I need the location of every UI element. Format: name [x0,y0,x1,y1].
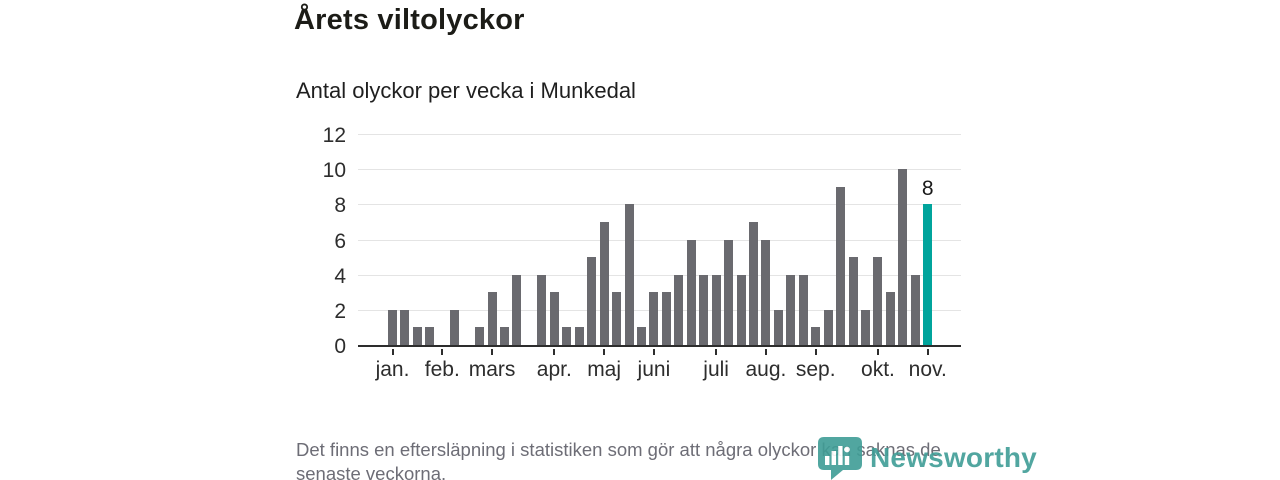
x-axis-label: aug. [745,358,787,381]
bar [823,309,833,345]
gridline-y-6 [358,239,961,241]
bar [873,257,883,345]
x-axis-label: jan. [375,358,410,381]
y-axis-label: 12 [322,124,346,147]
x-axis-tick [391,349,394,355]
bar [773,309,783,345]
x-axis-label: nov. [908,358,947,381]
plot-area [358,134,961,347]
bar [587,257,597,345]
footnote-text: Det finns en eftersläpning i statistiken… [296,439,941,480]
y-axis-label: 8 [334,194,346,218]
bar [636,327,646,345]
chart-subtitle: Antal olyckor per vecka i Munkedal [296,78,636,103]
x-axis-tick [441,349,444,355]
bar [861,309,871,345]
x-axis-label: apr. [536,358,572,381]
newsworthy-logo: Newsworthy [817,436,1037,480]
x-axis-tick [491,349,494,355]
bar [649,292,659,345]
page-title: Årets viltolyckor [294,4,525,36]
x-axis-label: juli [703,358,729,381]
bar [711,274,721,345]
bar [811,327,821,345]
bar [699,274,709,345]
x-axis-label: sep. [795,358,836,381]
bar [798,274,808,345]
x-axis-tick [814,349,817,355]
bar [549,292,559,345]
newsworthy-logo-text: Newsworthy [870,442,1037,473]
y-axis-label: 0 [334,335,346,358]
x-axis-tick [553,349,556,355]
gridline-y-12 [358,134,961,135]
x-axis-tick [715,349,718,355]
bar [487,292,497,345]
bar [425,327,435,345]
x-axis-label: maj [587,358,622,381]
x-axis-tick [764,349,767,355]
bar [898,169,908,345]
bar [836,186,846,345]
bar [450,309,460,345]
bar-highlighted [923,204,933,345]
bar [612,292,622,345]
y-axis-label: 10 [322,159,346,183]
y-axis-label: 2 [334,299,346,323]
x-axis-tick [876,349,879,355]
bar [910,274,920,345]
bar [412,327,422,345]
bar [885,292,895,345]
x-axis-tick [603,349,606,355]
bar [537,274,547,345]
x-axis-label: juni [637,358,671,381]
bar [674,274,684,345]
gridline-y-4 [358,274,961,276]
x-axis-label: feb. [424,358,460,381]
bar [475,327,485,345]
bar [724,239,734,345]
x-axis-tick [652,349,655,355]
bar [512,274,522,345]
bar [574,327,584,345]
bar [848,257,858,345]
gridline-y-2 [358,309,961,311]
newsworthy-bubble-chart-icon [818,437,862,480]
bar [686,239,696,345]
x-axis-label: okt. [861,358,895,381]
bar-value-label: 8 [921,177,934,201]
bar [562,327,572,345]
gridline-y-8 [358,204,961,206]
bar [400,309,410,345]
bar [661,292,671,345]
y-axis-label: 6 [334,229,346,253]
bar [624,204,634,345]
bar [748,221,758,345]
bar [500,327,510,345]
bar [388,309,397,345]
bar [736,274,746,345]
y-axis-label: 4 [334,264,346,288]
gridline-y-10 [358,169,961,171]
x-axis-label: mars [468,358,516,381]
bar [761,239,771,345]
bar [786,274,796,345]
x-axis-tick [926,349,929,355]
bar [599,221,609,345]
